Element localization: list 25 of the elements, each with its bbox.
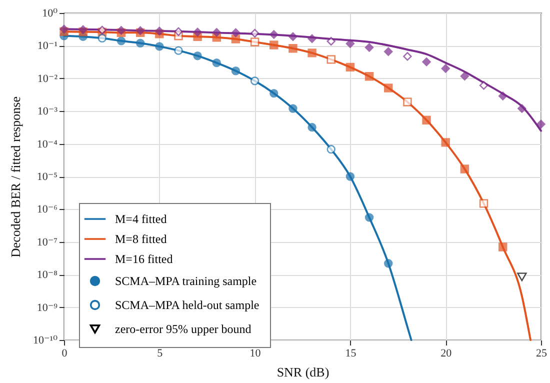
y-tick-label: 10⁻³ (37, 106, 58, 118)
y-tick-label: 10⁻⁴ (36, 138, 58, 150)
x-tick-label: 10 (250, 348, 262, 360)
legend-label: M=4 fitted (115, 212, 167, 226)
x-axis-title: SNR (dB) (276, 364, 330, 380)
x-tick-label: 25 (536, 348, 548, 360)
y-axis-title: Decoded BER / fitted response (8, 96, 23, 258)
legend-label: M=16 fitted (115, 252, 173, 266)
y-tick-label: 10⁻⁵ (36, 171, 58, 183)
legend-label: SCMA–MPA training sample (115, 274, 257, 288)
y-tick-label: 10⁰ (42, 8, 58, 20)
y-tick-label: 10⁻¹⁰ (32, 334, 58, 346)
y-tick-label: 10⁻⁸ (36, 269, 58, 282)
y-tick-label: 10⁻⁷ (36, 236, 58, 248)
legend-label: zero-error 95% upper bound (115, 322, 252, 336)
y-tick-label: 10⁻⁶ (36, 204, 58, 216)
y-tick-label: 10⁻² (37, 72, 58, 85)
x-tick-label: 20 (440, 348, 452, 360)
y-tick-label: 10⁻⁹ (36, 302, 58, 314)
x-tick-label: 0 (62, 348, 68, 360)
x-tick-label: 15 (345, 348, 357, 360)
legend-label: SCMA–MPA held-out sample (115, 298, 260, 312)
legend-label: M=8 fitted (115, 232, 167, 246)
y-tick-label: 10⁻¹ (37, 40, 58, 52)
x-tick-label: 5 (157, 348, 164, 360)
